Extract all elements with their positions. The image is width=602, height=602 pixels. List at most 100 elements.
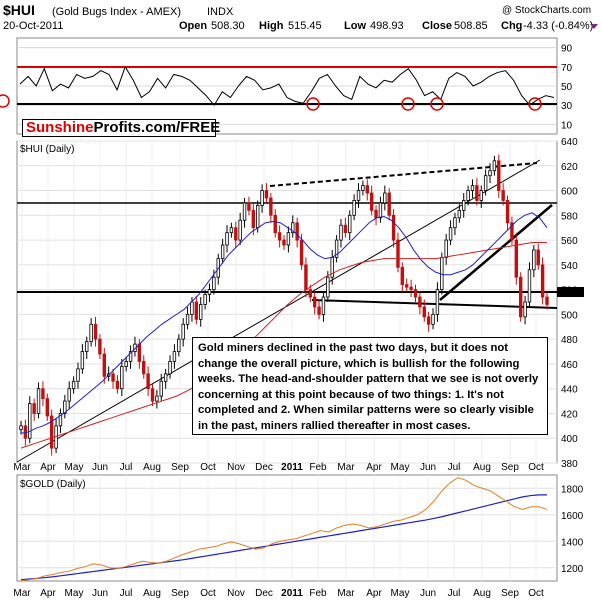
hui-candle-body [470,185,475,191]
hui-candle-body [383,192,387,204]
hui-candle-body [80,351,85,370]
hui-candle-body [269,197,273,216]
header-date: 20-Oct-2011 [3,20,63,32]
chg-value: -4.33 (-0.84%) [523,20,593,32]
hui-candle-body [264,190,269,199]
hui-tick-label: 380 [561,459,578,470]
rsi-low-circle [401,97,415,111]
hui-candle-body [172,351,177,362]
hui-candle-body [369,192,374,211]
gold-panel-title: $GOLD (Daily) [20,479,86,490]
gold-tick-label: 1800 [561,484,584,495]
hui-candle-body [234,227,238,241]
hui-candle-body [185,313,190,325]
sunshine-profits-watermark: SunshineProfits.com/FREE [22,119,220,137]
hui-candle-body [203,294,207,305]
hui-candle-body [207,289,212,295]
gold-price-line [20,477,548,582]
hui-candle-body [286,232,291,246]
hui-tick-label: 580 [561,211,578,222]
hui-candle-body [505,200,510,224]
hui-candle-body [295,222,299,241]
hui-month-label: Sep [171,462,189,473]
open-label: Open [179,20,207,32]
hui-tick-label: 600 [561,187,578,198]
gold-month-label: May [391,588,410,599]
hui-candle-body [431,313,435,325]
high-label: High [259,20,284,32]
low-label: Low [344,20,366,32]
hui-candle-body [146,373,150,390]
low-value: 498.93 [370,20,404,32]
gold-month-label: Jul [120,588,133,599]
header-name: (Gold Bugs Index - AMEX) [52,6,181,18]
header-exchange: INDX [207,6,234,18]
hui-candle-body [49,415,54,449]
watermark-part2: Profits.com/FREE [93,119,221,136]
hui-candle-body [98,338,102,355]
hui-candle-body [28,403,32,439]
hui-candle-body [462,200,466,211]
hui-candle-body [426,316,431,325]
hui-month-label: Aug [473,462,491,473]
hui-candle-body [532,249,536,271]
hui-candle-body [444,239,448,258]
hui-candle-body [348,214,352,234]
rsi-low-circle [528,97,542,111]
rsi-series-line [19,65,555,107]
hui-candle-body [378,202,383,219]
hui-candle-body [247,202,251,211]
hui-candle-body [457,209,462,219]
gold-month-label: Mar [13,588,31,599]
hui-candle-body [225,232,229,246]
gold-month-label: Nov [227,588,245,599]
hui-candle-body [321,296,326,315]
rsi-tick-label: 30 [561,101,573,112]
hui-candle-body [282,239,286,246]
rsi-tick-label: 50 [561,82,573,93]
hui-candle-body [418,296,422,308]
hui-month-label: Jun [420,462,436,473]
hui-month-label: 2011 [281,462,303,473]
hui-candle-body [111,373,115,382]
gold-month-label: Oct [200,588,216,599]
hui-candle-body [63,400,67,414]
hui-candle-body [85,341,89,352]
watermark-part1: Sunshine [26,119,94,136]
hui-tick-label: 460 [561,360,578,371]
down-arrow-icon [590,24,598,29]
long-uptrend-line [16,159,541,463]
header-source: @ StockCharts.com [502,5,591,16]
hui-tick-label: 560 [561,236,578,247]
hui-candle-body [308,289,312,298]
hui-candle-body [527,269,532,303]
hui-candle-body [492,160,497,172]
hui-candle-body [199,304,203,320]
hui-candle-body [190,301,194,315]
hui-candle-body [409,286,413,291]
hui-candle-body [326,276,330,298]
hui-candle-body [396,239,400,268]
hui-candle-body [168,361,172,375]
gold-tick-label: 1200 [561,564,584,575]
rsi-tick-label: 10 [561,120,573,131]
hui-month-label: Oct [200,462,216,473]
gold-month-label: Sep [501,588,519,599]
hui-candle-body [220,244,225,260]
open-value: 508.30 [211,20,245,32]
hui-candle-body [32,403,36,414]
hui-month-label: Jun [92,462,108,473]
neckline [311,299,558,309]
ma50-line [20,212,548,434]
hui-candle-body [291,222,295,234]
hui-candle-body [120,365,124,390]
gold-month-label: Oct [528,588,544,599]
hui-candle-body [177,338,181,352]
hui-month-label: Dec [255,462,273,473]
hui-candle-body [483,175,488,191]
gold-month-label: Jul [448,588,461,599]
hui-month-label: Sep [501,462,519,473]
gold-tick-label: 1400 [561,537,584,548]
hui-month-label: Nov [227,462,245,473]
